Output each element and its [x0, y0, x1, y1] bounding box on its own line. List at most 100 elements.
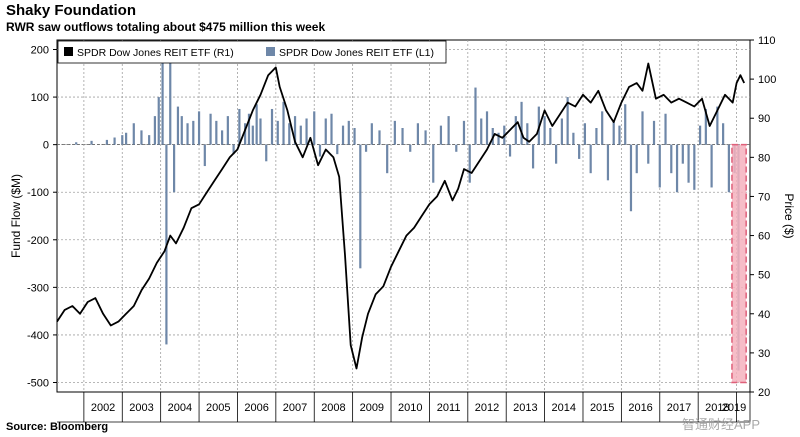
flow-bar — [670, 144, 673, 174]
flow-bar — [105, 139, 109, 145]
flow-bar — [716, 106, 719, 145]
flow-bar — [416, 123, 419, 145]
left-tick-label: -300 — [27, 282, 49, 294]
right-axis-label: Price ($) — [782, 193, 796, 238]
flow-bar — [566, 97, 569, 145]
left-axis-label: Fund Flow ($M) — [9, 174, 23, 258]
flow-bar — [192, 120, 195, 145]
flow-bar — [378, 130, 381, 145]
flow-bar — [244, 123, 247, 145]
flow-bar — [401, 128, 404, 145]
flow-bar — [75, 142, 78, 145]
flow-bar — [330, 113, 333, 145]
plot-frame — [56, 39, 751, 393]
flow-bar — [251, 125, 254, 145]
legend-box — [57, 40, 447, 64]
left-tick-label: -100 — [27, 187, 49, 199]
flow-bar — [153, 116, 157, 145]
flow-bar — [704, 108, 707, 145]
flow-bar — [474, 87, 477, 145]
flow-bar — [612, 120, 615, 145]
flow-bar — [531, 144, 535, 169]
flow-bar — [652, 120, 656, 145]
flow-bar — [203, 144, 206, 167]
flow-bar — [641, 111, 644, 145]
flow-bar — [270, 108, 274, 145]
flow-bar — [424, 130, 427, 145]
right-tick-label: 40 — [758, 309, 770, 321]
flow-bar — [526, 123, 529, 145]
x-tick-label: 2004 — [168, 402, 192, 414]
x-tick-label: 2009 — [360, 402, 384, 414]
flow-bar — [572, 132, 575, 145]
chart-subtitle: RWR saw outflows totaling about $475 mil… — [6, 20, 326, 34]
flow-bar — [259, 118, 262, 145]
flow-bar — [393, 120, 396, 145]
flow-bar — [664, 113, 667, 145]
flow-bar — [359, 144, 362, 269]
flow-bar — [480, 118, 483, 145]
left-tick-label: -200 — [27, 235, 49, 247]
flow-bar — [727, 144, 730, 193]
flow-bar — [635, 144, 638, 174]
flow-bar — [468, 144, 471, 183]
flow-bar — [658, 144, 661, 188]
x-tick-label: 2017 — [667, 402, 691, 414]
x-tick-label: 2019 — [722, 402, 746, 414]
flow-bar — [386, 144, 389, 174]
flow-bar — [439, 125, 443, 145]
right-tick-label: 50 — [758, 270, 770, 282]
flow-bar — [90, 140, 93, 145]
legend-swatch-line — [64, 47, 73, 56]
flow-bar — [125, 132, 128, 145]
flow-bar — [169, 61, 172, 145]
flow-bar — [606, 144, 610, 181]
flow-bar — [455, 144, 458, 152]
flow-bar — [209, 113, 212, 145]
right-tick-label: 80 — [758, 152, 770, 164]
watermark: 智通财经APP — [682, 417, 761, 432]
x-tick-label: 2006 — [244, 402, 268, 414]
flow-bar — [583, 123, 587, 145]
legend-label-bar: SPDR Dow Jones REIT ETF (L1) — [279, 47, 434, 59]
x-tick-label: 2011 — [437, 402, 461, 414]
x-tick-label: 2015 — [590, 402, 614, 414]
flow-bar — [447, 116, 450, 145]
flow-bar — [347, 120, 350, 145]
flow-bar — [578, 144, 581, 159]
flow-bar — [255, 104, 258, 145]
x-tick-label: 2018 — [705, 402, 729, 414]
flow-bar — [336, 144, 339, 155]
right-tick-label: 110 — [758, 35, 776, 47]
flow-bar — [629, 144, 633, 212]
flow-bar — [589, 144, 592, 174]
x-tick-label: 2010 — [398, 402, 422, 414]
flow-bar — [624, 104, 627, 145]
flow-bar — [140, 130, 143, 145]
price-line — [56, 62, 746, 370]
flow-bar — [172, 144, 176, 193]
flow-bar — [601, 111, 604, 145]
flow-bar — [681, 144, 684, 164]
flow-bar — [288, 123, 291, 145]
flow-bar — [497, 132, 500, 145]
flow-bar — [462, 120, 466, 145]
left-tick-label: 0 — [43, 140, 49, 152]
flow-bar — [722, 123, 725, 145]
flow-bar — [157, 97, 160, 145]
flow-bar — [176, 106, 180, 145]
flow-bar — [293, 116, 297, 145]
flow-bar — [409, 144, 412, 152]
flow-bar — [324, 118, 327, 145]
left-tick-label: 100 — [31, 92, 49, 104]
flow-bar — [508, 144, 512, 157]
right-tick-label: 70 — [758, 191, 770, 203]
flow-bar — [161, 54, 164, 145]
flow-bar — [318, 144, 322, 157]
right-tick-label: 20 — [758, 387, 770, 399]
flow-bar — [180, 116, 183, 145]
flow-bar — [226, 116, 229, 145]
flow-bar — [276, 120, 279, 145]
flow-bar — [370, 123, 373, 145]
